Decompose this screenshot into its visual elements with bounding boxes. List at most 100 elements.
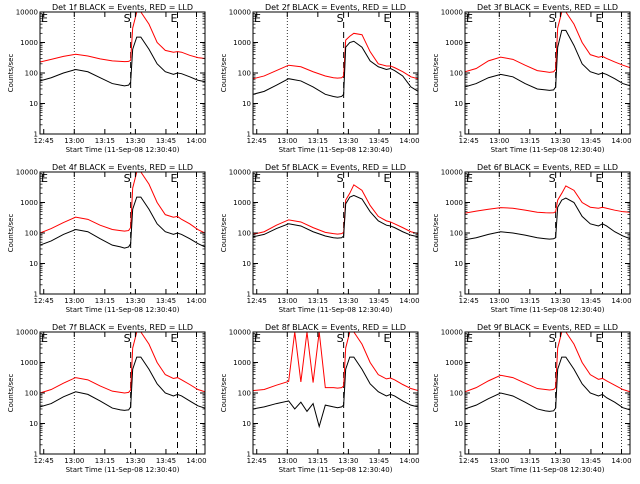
- event-marker-e: E: [466, 332, 473, 345]
- series-line-events: [40, 36, 205, 87]
- x-tick-label: 14:00: [399, 457, 419, 465]
- y-tick-label: 100: [25, 390, 38, 398]
- y-tick-label: 10000: [441, 169, 463, 177]
- series-line-events: [465, 29, 630, 91]
- x-tick-label: 13:45: [369, 137, 389, 145]
- x-tick-label: 13:15: [308, 137, 328, 145]
- plot-title: Det 5f BLACK = Events, RED = LLD: [265, 163, 406, 172]
- event-marker-s: S: [124, 12, 131, 25]
- x-tick-label: 12:45: [459, 457, 479, 465]
- event-marker-e: E: [596, 332, 603, 345]
- x-tick-label: 13:00: [277, 137, 297, 145]
- x-tick-label: 14:00: [611, 297, 631, 305]
- plot-frame: [252, 171, 419, 295]
- x-tick-label: 13:30: [338, 457, 358, 465]
- x-tick-label: 13:30: [550, 137, 570, 145]
- y-tick-label: 1: [459, 451, 463, 459]
- event-marker-e: E: [41, 12, 48, 25]
- event-marker-e: E: [384, 172, 391, 185]
- y-tick-label: 1000: [20, 39, 38, 47]
- plot-title: Det 4f BLACK = Events, RED = LLD: [52, 163, 193, 172]
- y-tick-label: 1: [247, 131, 251, 139]
- event-marker-e: E: [254, 12, 261, 25]
- y-tick-label: 10000: [441, 9, 463, 17]
- x-tick-label: 13:30: [125, 297, 145, 305]
- x-axis-label: Start Time (11-Sep-08 12:30:40): [66, 466, 180, 474]
- series-line-events: [465, 197, 630, 241]
- panel-det-1: Det 1f BLACK = Events, RED = LLD 1 10 100 10…: [7, 3, 207, 154]
- x-axis-label: Start Time (11-Sep-08 12:30:40): [491, 146, 605, 154]
- y-tick-label: 100: [450, 70, 463, 78]
- x-tick-label: 13:30: [338, 297, 358, 305]
- y-tick-label: 1000: [445, 199, 463, 207]
- panel-det-8: Det 8f BLACK = Events, RED = LLD 1 10 100 10…: [220, 323, 420, 474]
- y-tick-label: 1: [34, 291, 38, 299]
- plot-title: Det 2f BLACK = Events, RED = LLD: [265, 3, 406, 12]
- event-marker-e: E: [466, 172, 473, 185]
- y-tick-label: 10: [454, 260, 463, 268]
- x-tick-label: 13:45: [581, 137, 601, 145]
- x-axis-label: Start Time (11-Sep-08 12:30:40): [279, 146, 393, 154]
- series-line-events: [465, 356, 630, 412]
- event-marker-e: E: [254, 172, 261, 185]
- series-line-events: [40, 196, 205, 249]
- series-line-lld: [465, 185, 630, 214]
- x-tick-label: 13:00: [489, 137, 509, 145]
- y-tick-label: 10000: [229, 169, 251, 177]
- panel-det-7: Det 7f BLACK = Events, RED = LLD 1 10 100 10…: [7, 323, 207, 474]
- panel-det-4: Det 4f BLACK = Events, RED = LLD 1 10 100 10…: [7, 163, 207, 314]
- plot-title: Det 9f BLACK = Events, RED = LLD: [477, 323, 618, 332]
- series-line-events: [253, 356, 418, 429]
- y-tick-label: 1000: [233, 39, 251, 47]
- y-tick-label: 100: [238, 230, 251, 238]
- y-tick-label: 10000: [441, 329, 463, 337]
- y-tick-label: 10: [29, 100, 38, 108]
- y-tick-label: 100: [450, 390, 463, 398]
- event-marker-s: S: [124, 332, 131, 345]
- event-marker-e: E: [384, 12, 391, 25]
- y-tick-label: 10: [454, 100, 463, 108]
- x-tick-label: 14:00: [611, 137, 631, 145]
- y-tick-label: 10: [242, 420, 251, 428]
- x-tick-label: 13:00: [64, 297, 84, 305]
- y-axis-label: Counts/sec: [432, 214, 440, 253]
- x-axis-label: Start Time (11-Sep-08 12:30:40): [491, 306, 605, 314]
- y-tick-label: 1: [247, 451, 251, 459]
- series-line-lld: [40, 332, 205, 394]
- x-tick-label: 13:45: [156, 457, 176, 465]
- y-tick-label: 1: [34, 131, 38, 139]
- panel-det-2: Det 2f BLACK = Events, RED = LLD 1 10 100 10…: [220, 3, 420, 154]
- x-tick-label: 13:00: [64, 137, 84, 145]
- series-line-lld: [253, 184, 418, 235]
- event-marker-s: S: [337, 172, 344, 185]
- y-tick-label: 1000: [20, 199, 38, 207]
- y-axis-label: Counts/sec: [7, 54, 15, 93]
- event-marker-e: E: [171, 172, 178, 185]
- event-marker-e: E: [596, 12, 603, 25]
- event-marker-s: S: [549, 172, 556, 185]
- plot-frame: [464, 331, 631, 455]
- x-tick-label: 13:00: [489, 297, 509, 305]
- event-marker-s: S: [337, 12, 344, 25]
- x-tick-label: 12:45: [247, 297, 267, 305]
- y-tick-label: 1: [459, 291, 463, 299]
- plot-title: Det 6f BLACK = Events, RED = LLD: [477, 163, 618, 172]
- x-tick-label: 13:30: [550, 297, 570, 305]
- panel-det-9: Det 9f BLACK = Events, RED = LLD 1 10 100 10…: [432, 323, 632, 474]
- panel-det-3: Det 3f BLACK = Events, RED = LLD 1 10 100 10…: [432, 3, 632, 154]
- x-axis-label: Start Time (11-Sep-08 12:30:40): [66, 306, 180, 314]
- x-tick-label: 14:00: [399, 297, 419, 305]
- event-marker-e: E: [41, 172, 48, 185]
- series-line-events: [253, 40, 418, 98]
- series-line-events: [253, 194, 418, 239]
- event-marker-s: S: [124, 172, 131, 185]
- series-line-lld: [253, 332, 418, 392]
- y-tick-label: 100: [238, 390, 251, 398]
- x-tick-label: 13:15: [520, 137, 540, 145]
- x-tick-label: 13:00: [277, 297, 297, 305]
- x-tick-label: 14:00: [186, 137, 206, 145]
- x-tick-label: 13:45: [156, 137, 176, 145]
- y-tick-label: 100: [25, 230, 38, 238]
- plot-title: Det 7f BLACK = Events, RED = LLD: [52, 323, 193, 332]
